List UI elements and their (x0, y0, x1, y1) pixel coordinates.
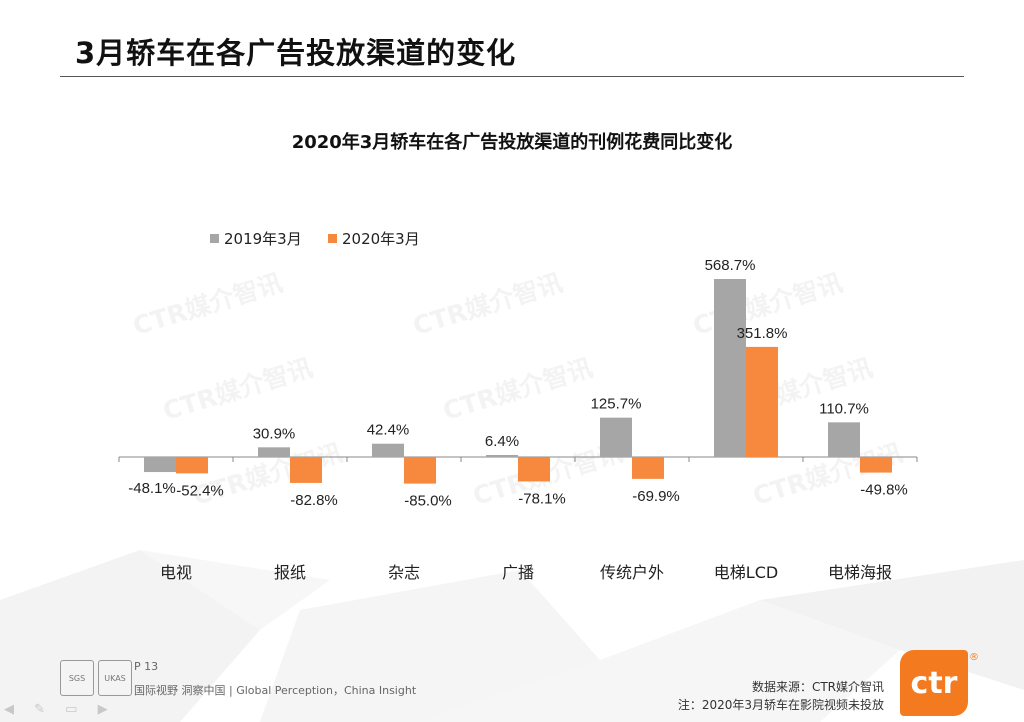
data-label: -69.9% (632, 488, 680, 505)
data-label: 42.4% (367, 422, 410, 439)
data-label: 6.4% (485, 433, 519, 450)
bar-2019-3 (486, 454, 518, 457)
bar-2019-4 (600, 417, 632, 457)
category-label: 电视 (160, 563, 192, 582)
bar-2019-0 (144, 457, 176, 473)
legend-label-2020: 2020年3月 (342, 230, 420, 248)
data-label: -82.8% (290, 492, 338, 509)
sgs-badge: SGS (60, 660, 94, 696)
note-line: 注：2020年3月轿车在影院视频未投放 (677, 698, 884, 712)
bar-2019-5 (714, 279, 746, 457)
bar-2020-1 (290, 457, 322, 483)
footer-tagline: 国际视野 洞察中国 | Global Perception，China Insi… (134, 684, 417, 697)
legend-swatch-2019 (210, 234, 219, 243)
data-label: 568.7% (705, 257, 756, 274)
page-title: 3月轿车在各广告投放渠道的变化 (75, 36, 517, 70)
data-label: -48.1% (128, 480, 176, 497)
bar-2020-3 (518, 457, 550, 482)
category-label: 广播 (502, 563, 534, 582)
data-label: 125.7% (591, 396, 642, 413)
ctr-logo: ctr (900, 650, 968, 716)
data-label: 30.9% (253, 425, 296, 442)
legend-item-2020: 2020年3月 (328, 228, 420, 249)
bar-2019-6 (828, 422, 860, 457)
bar-2020-2 (404, 457, 436, 484)
title-divider (60, 76, 964, 77)
data-label: -78.1% (518, 490, 566, 507)
page-number: P 13 (134, 660, 159, 673)
legend-swatch-2020 (328, 234, 337, 243)
category-label: 传统户外 (600, 563, 664, 582)
registered-mark: ® (969, 652, 979, 663)
bar-2020-5 (746, 346, 778, 457)
certification-badges: SGS UKAS (60, 660, 132, 696)
category-label: 电梯LCD (714, 563, 778, 582)
bar-2020-0 (176, 457, 208, 474)
data-label: -52.4% (176, 482, 224, 499)
slide-nav-icons[interactable]: ◀ ✎ ▭ ▶ (4, 702, 116, 717)
chart-title: 2020年3月轿车在各广告投放渠道的刊例花费同比变化 (291, 132, 733, 153)
bar-2019-2 (372, 443, 404, 457)
legend-item-2019: 2019年3月 (210, 228, 302, 249)
bar-2019-1 (258, 447, 290, 457)
ukas-badge: UKAS (98, 660, 132, 696)
data-label: -49.8% (860, 482, 908, 499)
data-label: 110.7% (819, 400, 869, 417)
legend-label-2019: 2019年3月 (224, 230, 302, 248)
category-label: 报纸 (274, 563, 306, 582)
data-source-note: 数据来源：CTR媒介智讯 注：2020年3月轿车在影院视频未投放 (678, 678, 884, 714)
bar-2020-4 (632, 457, 664, 479)
data-label: 351.8% (737, 325, 788, 342)
data-label: -85.0% (404, 493, 452, 510)
category-label: 电梯海报 (828, 563, 892, 582)
source-line: 数据来源：CTR媒介智讯 (751, 680, 884, 694)
bar-2020-6 (860, 457, 892, 473)
category-label: 杂志 (388, 563, 420, 582)
